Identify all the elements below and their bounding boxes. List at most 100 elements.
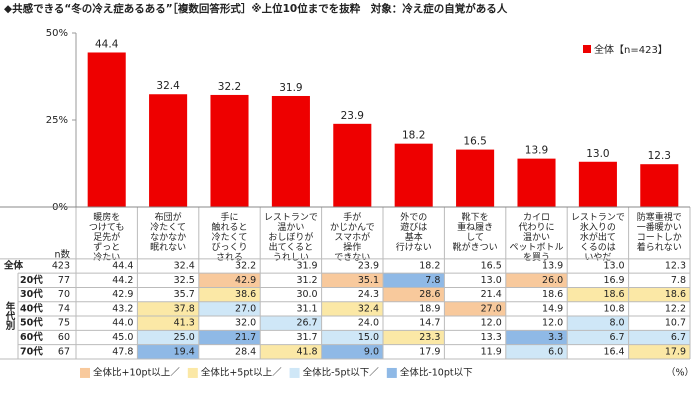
bar bbox=[210, 94, 249, 207]
legend-label: 全体【n=423】 bbox=[594, 43, 668, 56]
cell-highlight bbox=[137, 344, 199, 359]
cell-value: 30.0 bbox=[296, 289, 317, 300]
row-label: 全体 bbox=[3, 260, 24, 272]
row-n: 77 bbox=[58, 275, 70, 286]
cell-value: 24.3 bbox=[358, 289, 379, 300]
cell-value: 17.9 bbox=[665, 346, 686, 357]
row-n: 70 bbox=[58, 289, 70, 300]
y-tick-label: 25% bbox=[46, 115, 68, 126]
cell-value: 32.2 bbox=[235, 261, 256, 272]
cell-value: 10.7 bbox=[665, 318, 686, 329]
cell-highlight bbox=[198, 330, 261, 345]
legend-swatch bbox=[80, 367, 90, 378]
row-label: 50代 bbox=[20, 317, 43, 329]
cell-highlight bbox=[137, 330, 199, 345]
cell-value: 8.0 bbox=[609, 318, 624, 329]
row-label: 40代 bbox=[20, 302, 43, 314]
value-label: 44.4 bbox=[95, 38, 119, 50]
value-label: 23.9 bbox=[341, 110, 364, 122]
row-label: 70代 bbox=[20, 345, 43, 357]
cell-value: 14.9 bbox=[542, 303, 563, 314]
cell-value: 13.0 bbox=[481, 275, 502, 286]
value-label: 16.5 bbox=[463, 136, 486, 148]
bar bbox=[578, 161, 617, 207]
value-label: 13.9 bbox=[525, 145, 548, 157]
group-label: 年代別 bbox=[4, 301, 17, 331]
n-header: n数 bbox=[54, 249, 70, 261]
x-tick-label: 防寒重視で一番暖かいコートしか着られない bbox=[637, 211, 682, 253]
bar bbox=[149, 94, 188, 207]
legend-swatch bbox=[583, 45, 591, 53]
bar bbox=[87, 52, 126, 207]
cell-highlight bbox=[198, 301, 261, 317]
value-label: 13.0 bbox=[586, 148, 609, 160]
cell-value: 18.9 bbox=[419, 303, 440, 314]
cell-value: 26.7 bbox=[296, 318, 317, 329]
value-label: 32.4 bbox=[156, 80, 180, 92]
cell-value: 13.0 bbox=[603, 261, 624, 272]
cell-value: 9.0 bbox=[364, 346, 379, 357]
cell-value: 26.0 bbox=[542, 275, 563, 286]
bar bbox=[640, 164, 679, 207]
cell-value: 12.0 bbox=[542, 318, 563, 329]
cell-value: 6.0 bbox=[548, 346, 563, 357]
cell-value: 6.7 bbox=[671, 332, 686, 343]
cell-value: 27.0 bbox=[235, 303, 256, 314]
cell-value: 17.9 bbox=[419, 346, 440, 357]
legend-swatch bbox=[289, 367, 300, 378]
cell-highlight bbox=[567, 316, 629, 331]
y-tick-label: 50% bbox=[46, 28, 68, 39]
legend-swatch bbox=[386, 367, 397, 378]
bar bbox=[333, 123, 372, 207]
cell-value: 16.4 bbox=[603, 346, 624, 357]
legend-label: 全体比+10pt以上／ bbox=[93, 366, 180, 378]
cell-value: 31.2 bbox=[296, 275, 317, 286]
cell-highlight bbox=[198, 273, 261, 288]
cell-value: 31.7 bbox=[296, 332, 317, 343]
cell-highlight bbox=[383, 287, 445, 302]
cell-value: 38.6 bbox=[235, 289, 256, 300]
cell-highlight bbox=[321, 273, 383, 288]
cell-value: 3.3 bbox=[548, 332, 563, 343]
x-tick-label: 外での遊びは基本行けない bbox=[396, 211, 432, 253]
chart-title: ◆共感できる“冬の冷え症あるある”［複数回答形式］※上位10位までを抜粋 対象：… bbox=[4, 2, 508, 15]
cell-value: 32.5 bbox=[174, 275, 195, 286]
bar bbox=[394, 143, 433, 207]
cell-highlight bbox=[137, 301, 199, 317]
cell-value: 41.8 bbox=[296, 346, 317, 357]
value-label: 32.2 bbox=[218, 81, 241, 93]
cell-highlight bbox=[137, 316, 199, 331]
cell-value: 19.4 bbox=[174, 346, 195, 357]
cell-highlight bbox=[383, 330, 445, 345]
cell-value: 43.2 bbox=[112, 303, 133, 314]
cell-value: 18.6 bbox=[665, 289, 686, 300]
cell-value: 27.0 bbox=[481, 303, 502, 314]
cell-value: 42.9 bbox=[112, 289, 133, 300]
legend-label: 全体比-10pt以下 bbox=[400, 366, 473, 378]
cell-value: 21.4 bbox=[481, 289, 502, 300]
row-n: 60 bbox=[58, 332, 70, 343]
row-n: 75 bbox=[58, 318, 70, 329]
cell-value: 7.8 bbox=[425, 275, 440, 286]
cell-value: 12.3 bbox=[665, 261, 686, 272]
cell-highlight bbox=[505, 330, 568, 345]
cell-value: 23.3 bbox=[419, 332, 440, 343]
cell-highlight bbox=[260, 316, 322, 331]
x-tick-label: 布団が冷たくてなかなか眠れない bbox=[150, 211, 186, 253]
row-n: 423 bbox=[52, 261, 70, 272]
cell-highlight bbox=[321, 344, 383, 359]
cell-value: 12.0 bbox=[481, 318, 502, 329]
row-label: 60代 bbox=[20, 331, 43, 343]
cell-value: 32.4 bbox=[358, 303, 379, 314]
cell-value: 7.8 bbox=[671, 275, 686, 286]
cell-value: 31.9 bbox=[296, 261, 317, 272]
value-label: 12.3 bbox=[648, 150, 671, 162]
legend-swatch bbox=[187, 367, 198, 378]
cell-value: 23.9 bbox=[358, 261, 379, 272]
cell-highlight bbox=[321, 301, 383, 317]
cell-value: 44.0 bbox=[112, 318, 133, 329]
bar bbox=[517, 158, 556, 207]
cell-value: 13.9 bbox=[542, 261, 563, 272]
cell-highlight bbox=[505, 273, 568, 288]
